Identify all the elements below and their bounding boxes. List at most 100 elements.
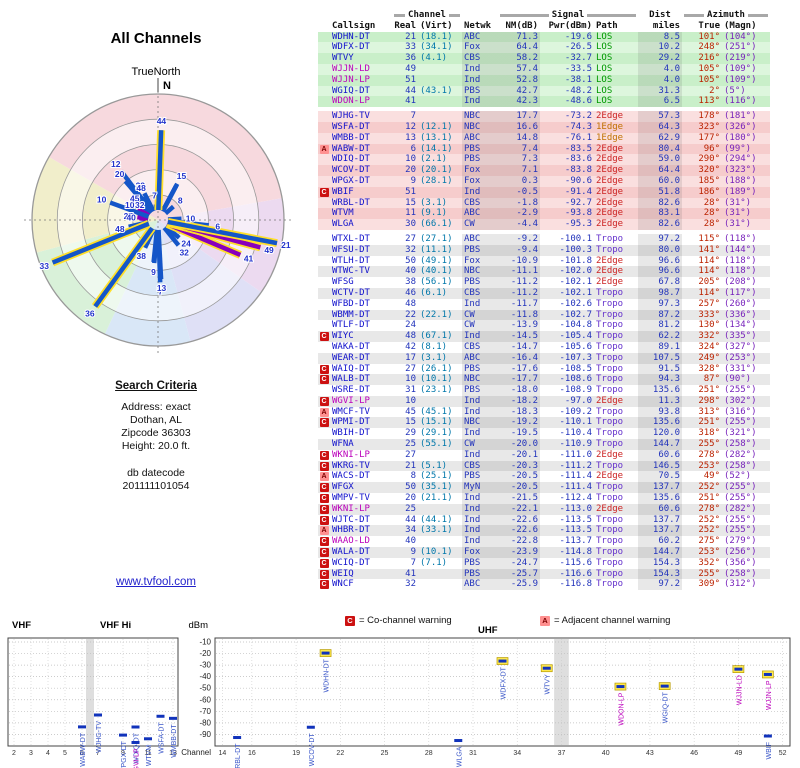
cell-callsign[interactable]: WTWC-TV (332, 266, 370, 277)
cell-pwr: -110.1 (559, 417, 592, 428)
cell-callsign[interactable]: WPMI-DT (332, 417, 370, 428)
cell-callsign[interactable]: WDON-LP (332, 96, 370, 107)
cell-nm: -22.6 (498, 525, 540, 537)
svg-text:49: 49 (734, 750, 742, 757)
cell-callsign[interactable]: WNCF (332, 579, 354, 590)
cell-path: 2Edge (596, 471, 624, 482)
svg-text:46: 46 (690, 750, 698, 757)
cell-callsign[interactable]: WTXL-DT (332, 233, 370, 244)
svg-text:WJHG-TV: WJHG-TV (96, 721, 103, 753)
cell-real: 41 (405, 568, 416, 579)
cell-netwk: CBS (462, 197, 498, 209)
cell-callsign[interactable]: WDHN-DT (332, 31, 370, 42)
cell-callsign[interactable]: WBIF (332, 186, 354, 197)
cell-callsign[interactable]: WDIQ-DT (332, 154, 370, 165)
cell-nm: -13.9 (498, 320, 540, 332)
cell-callsign[interactable]: WEAR-DT (332, 352, 370, 363)
cell-callsign[interactable]: WCOV-DT (332, 165, 370, 176)
cell-real: 10 (405, 154, 416, 165)
cell-callsign[interactable]: WCIQ-DT (332, 557, 370, 568)
cell-magn-azimuth: (255°) (724, 417, 757, 428)
cell-callsign[interactable]: WFBD-DT (332, 298, 370, 309)
cell-nm: -18.3 (498, 406, 540, 418)
cell-callsign[interactable]: WTLF-DT (332, 320, 370, 331)
cell-true-azimuth: 251° (698, 417, 720, 428)
cell-nm: -17.7 (498, 374, 540, 386)
cell-callsign[interactable]: WMPV-TV (332, 493, 370, 504)
cell-callsign[interactable]: WALB-DT (332, 374, 370, 385)
cell-dist: 67.8 (638, 277, 682, 288)
cell-virt: (35.1) (420, 482, 453, 493)
cell-real: 11 (405, 208, 416, 219)
cell-callsign[interactable]: WKNI-LP (332, 449, 370, 460)
svg-text:WMBB-DT: WMBB-DT (171, 724, 178, 758)
cell-dist: 97.3 (638, 298, 682, 310)
cell-callsign[interactable]: WEIQ (332, 568, 354, 579)
warning-marker (318, 96, 330, 107)
cell-callsign[interactable]: WKNI-LP (332, 503, 370, 514)
cell-true-azimuth: 28° (703, 208, 720, 219)
cell-callsign[interactable]: WJJN-LD (332, 63, 370, 74)
cell-callsign[interactable]: WMBB-DT (332, 132, 370, 143)
cell-callsign[interactable]: WFGX (332, 482, 354, 493)
cell-callsign[interactable]: WBIH-DT (332, 428, 370, 439)
warning-marker: C (319, 418, 329, 428)
cell-nm: -11.1 (498, 266, 540, 278)
cell-callsign[interactable]: WPGX-DT (332, 175, 370, 186)
cell-magn-azimuth: (282°) (724, 449, 757, 460)
cell-callsign[interactable]: WACS-DT (332, 471, 370, 482)
cell-callsign[interactable]: WFNA (332, 439, 354, 450)
cell-true-azimuth: 309° (698, 579, 720, 590)
cell-callsign[interactable]: WHBR-DT (332, 525, 370, 536)
cell-virt: (25.1) (420, 471, 453, 482)
cell-path: Tropo (596, 233, 624, 244)
svg-text:WJJN-LD: WJJN-LD (736, 675, 743, 705)
svg-text:7: 7 (96, 750, 100, 757)
cell-callsign[interactable]: WABW-DT (332, 143, 370, 154)
cell-callsign[interactable]: WJTC-DT (332, 514, 370, 525)
cell-callsign[interactable]: WTVY (332, 53, 354, 64)
cell-netwk: Ind (462, 536, 498, 548)
cell-callsign[interactable]: WKRG-TV (332, 460, 370, 471)
search-line-height: Height: 20.0 ft. (121, 440, 191, 452)
cell-real: 33 (405, 42, 416, 53)
table-row: WBMM-DT 22 (22.1) CW -11.8 -102.7 Tropo 87.2 333… (318, 309, 770, 321)
cell-magn-azimuth: (312°) (724, 579, 757, 590)
cell-real: 21 (405, 31, 416, 42)
cell-virt (418, 536, 462, 547)
cell-callsign[interactable]: WGVI-LP (332, 395, 370, 406)
cell-magn-azimuth: (255°) (724, 525, 757, 536)
cell-callsign[interactable]: WJJN-LP (332, 74, 370, 85)
cell-callsign[interactable]: WALA-DT (332, 547, 370, 558)
cell-nm: -22.1 (498, 503, 540, 515)
col-callsign: Callsign (332, 20, 376, 31)
cell-callsign[interactable]: WLGA (332, 219, 354, 230)
cell-callsign[interactable]: WSRE-DT (332, 385, 370, 396)
cell-magn-azimuth: (219°) (724, 53, 757, 64)
cell-netwk: PBS (462, 244, 498, 256)
cell-callsign[interactable]: WFSU-DT (332, 244, 370, 255)
cell-callsign[interactable]: WAAO-LD (332, 536, 370, 547)
warning-marker (318, 208, 330, 219)
cell-callsign[interactable]: WTLH-DT (332, 255, 370, 266)
cell-callsign[interactable]: WAKA-DT (332, 341, 370, 352)
cell-pwr: -111.0 (559, 449, 592, 460)
table-row: WCOV-DT 20 (20.1) Fox 7.1 -83.8 2Edge 64.4 320° (… (318, 165, 770, 176)
cell-callsign[interactable]: WJHG-TV (332, 111, 370, 122)
table-row: A WACS-DT 8 (25.1) PBS -20.5 -111.4 2Edge 70.5 49… (318, 471, 770, 483)
cell-callsign[interactable]: WIYC (332, 331, 354, 342)
cell-pwr: -113.7 (559, 536, 592, 547)
cell-callsign[interactable]: WSFA-DT (332, 121, 370, 132)
cell-callsign[interactable]: WDFX-DT (332, 42, 370, 53)
cell-callsign[interactable]: WRBL-DT (332, 197, 370, 208)
cell-callsign[interactable]: WCTV-DT (332, 287, 370, 298)
cell-real: 48 (405, 331, 416, 342)
cell-callsign[interactable]: WMCF-TV (332, 406, 370, 417)
tvfool-link[interactable]: www.tvfool.com (116, 576, 196, 588)
cell-callsign[interactable]: WBMM-DT (332, 309, 370, 320)
cell-callsign[interactable]: WFSG (332, 277, 354, 288)
cell-callsign[interactable]: WGIQ-DT (332, 85, 370, 96)
cell-callsign[interactable]: WAIQ-DT (332, 363, 370, 374)
cell-callsign[interactable]: WTVM (332, 208, 354, 219)
cell-real: 44 (405, 514, 416, 525)
